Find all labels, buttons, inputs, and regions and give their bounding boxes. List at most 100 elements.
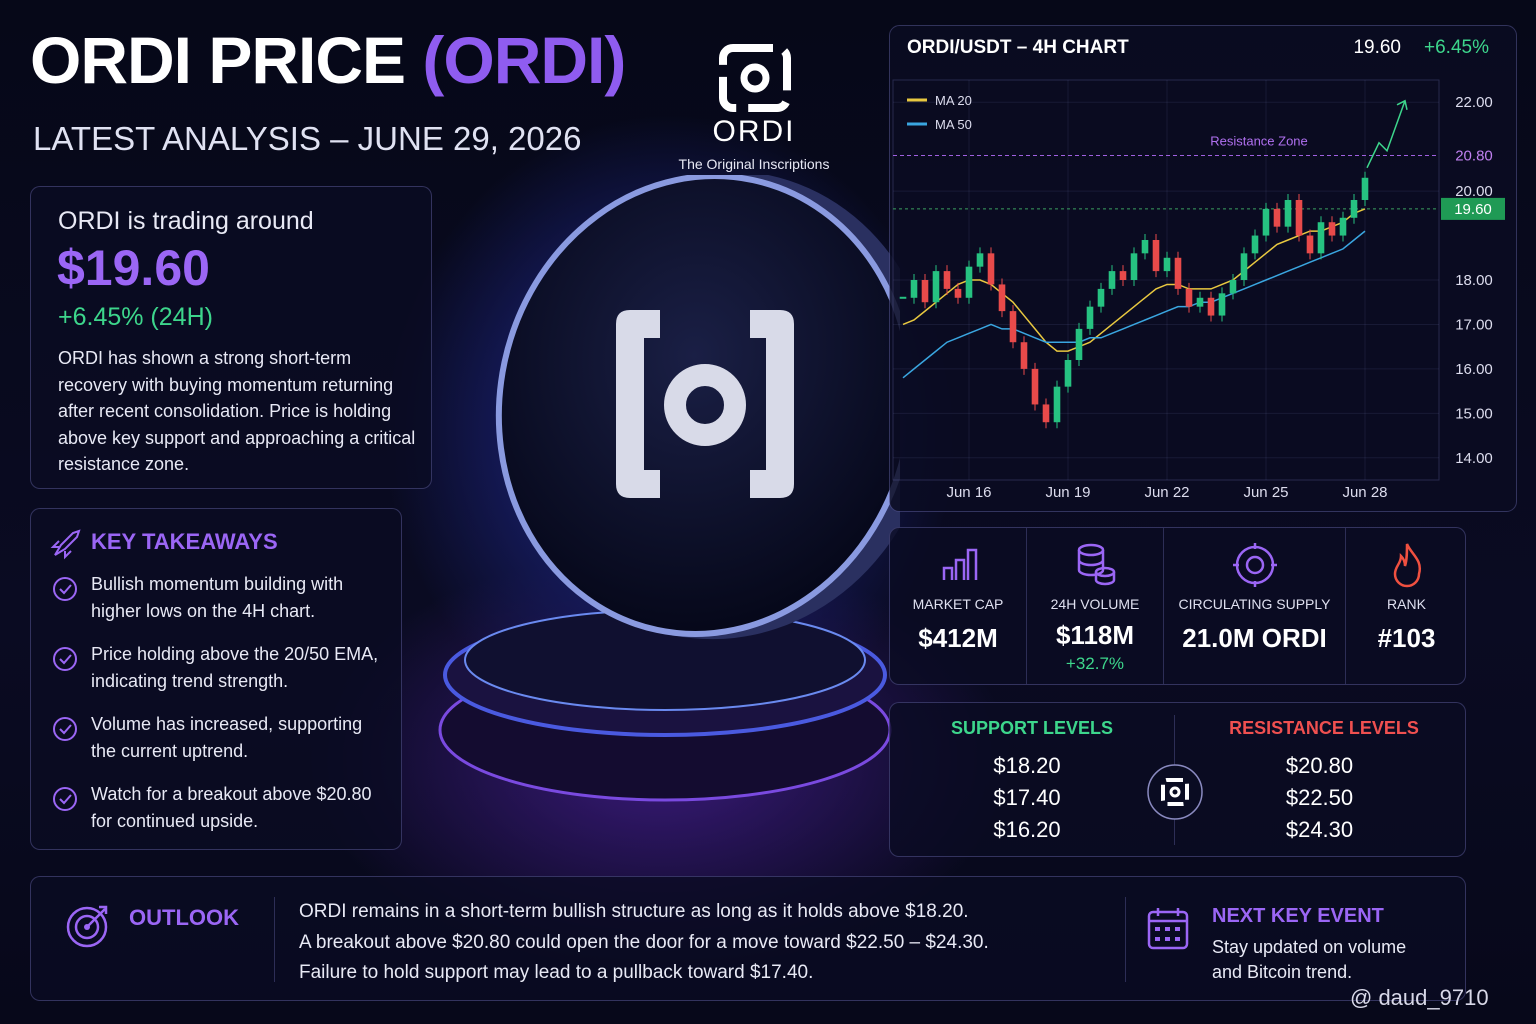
candle	[976, 253, 984, 267]
y-tick-label: 20.00	[1455, 183, 1493, 200]
candle	[1119, 271, 1127, 280]
resistance-title: RESISTANCE LEVELS	[1229, 718, 1419, 738]
candle	[1339, 217, 1347, 236]
candle	[1350, 200, 1358, 218]
price-tag-label: 19.60	[1454, 201, 1492, 218]
outlook-title: OUTLOOK	[129, 905, 239, 930]
title-accent: (ORDI)	[422, 23, 626, 97]
x-tick-label: Jun 19	[1045, 484, 1090, 501]
divider	[274, 897, 275, 982]
summary-price: $19.60	[57, 240, 210, 296]
candle	[932, 271, 940, 303]
rocket-icon	[50, 529, 81, 560]
candle	[1262, 208, 1270, 236]
coin-illustration	[438, 175, 900, 802]
resistance-text: Resistance Zone	[1210, 134, 1308, 149]
candle	[1361, 177, 1369, 200]
candle	[1097, 288, 1105, 307]
price-chart: ORDI/USDT – 4H CHART 19.60 +6.45% 14.00 1…	[889, 25, 1517, 512]
takeaway-item: Price holding above the 20/50 EMA, indic…	[91, 644, 379, 691]
candle	[1031, 368, 1039, 405]
candle	[965, 266, 973, 298]
ma-line	[902, 208, 1366, 352]
stat-value: $412M	[918, 623, 998, 653]
brand-name: ORDI	[712, 115, 796, 148]
watermark: @ daud_9710	[1350, 985, 1489, 1010]
stat-icon	[1077, 543, 1115, 586]
subtitle: LATEST ANALYSIS – JUNE 29, 2026	[33, 120, 582, 157]
candle	[1130, 253, 1138, 280]
legend-label: MA 50	[935, 117, 972, 132]
candle	[1075, 328, 1083, 360]
takeaway-item: Bullish momentum building with higher lo…	[91, 574, 344, 621]
calendar-icon	[1147, 908, 1189, 950]
stat-label: CIRCULATING SUPPLY	[1178, 596, 1331, 612]
candle	[998, 284, 1006, 312]
outlook-line: A breakout above $20.80 could open the d…	[299, 931, 989, 953]
y-tick-label: 14.00	[1455, 450, 1493, 467]
ma-line	[902, 230, 1366, 379]
stats-row: MARKET CAP $412M 24H VOLUME $118M +32.7% CIRC…	[889, 527, 1466, 685]
brand-tagline: The Original Inscriptions	[678, 156, 830, 172]
check-icon	[53, 577, 77, 601]
candle	[921, 280, 929, 303]
stat-value: $118M	[1055, 620, 1135, 650]
candle	[1163, 257, 1171, 272]
outlook-line: ORDI remains in a short-term bullish str…	[299, 901, 969, 922]
candle	[1152, 240, 1160, 272]
chart-price: 19.60	[1353, 37, 1401, 58]
stat-value: 21.0M ORDI	[1182, 623, 1327, 653]
y-tick-label: 17.00	[1455, 316, 1493, 333]
y-tick-label: 18.00	[1455, 272, 1493, 289]
stat-label: 24H VOLUME	[1050, 596, 1140, 612]
plot-area	[892, 79, 1440, 481]
stat-card: CIRCULATING SUPPLY 21.0M ORDI	[1164, 528, 1346, 684]
y-tick-label: 22.00	[1455, 94, 1493, 111]
x-tick-label: Jun 25	[1243, 484, 1288, 501]
chart-change: +6.45%	[1424, 37, 1489, 58]
chart-title: ORDI/USDT – 4H CHART	[907, 37, 1129, 58]
stat-icon	[1233, 543, 1277, 587]
outlook-line: Failure to hold support may lead to a pu…	[299, 962, 814, 983]
candle	[987, 253, 995, 285]
summary-lead: ORDI is trading around	[58, 207, 314, 235]
candle	[1284, 200, 1292, 227]
candle	[1196, 297, 1204, 307]
candle	[1185, 288, 1193, 307]
takeaway-item: Volume has increased, supporting the cur…	[91, 714, 363, 761]
summary-card: ORDI is trading around $19.60 +6.45% (24…	[30, 186, 432, 489]
candle	[1053, 386, 1061, 423]
divider	[1125, 897, 1126, 982]
x-tick-label: Jun 22	[1144, 484, 1189, 501]
candle	[1317, 222, 1325, 254]
candle	[943, 271, 951, 289]
price-tag	[1441, 197, 1505, 220]
stat-card: 24H VOLUME $118M +32.7%	[1027, 528, 1164, 684]
candle	[1295, 200, 1303, 236]
takeaways-title: KEY TAKEAWAYS	[91, 529, 278, 554]
x-tick-label: Jun 16	[946, 484, 991, 501]
stat-value: #103	[1377, 623, 1436, 653]
legend-label: MA 20	[935, 93, 972, 108]
y-tick-label: 15.00	[1455, 405, 1493, 422]
candle	[1064, 360, 1072, 387]
candle	[1273, 208, 1281, 227]
resistance-level: $24.30	[1285, 817, 1354, 842]
levels-icon	[1147, 764, 1203, 820]
candle	[1086, 306, 1094, 329]
takeaways-card: KEY TAKEAWAYS Bullish momentum building …	[30, 508, 402, 850]
check-icon	[53, 787, 77, 811]
x-tick-label: Jun 28	[1342, 484, 1387, 501]
candle	[1306, 235, 1314, 254]
stat-change: +32.7%	[1065, 654, 1125, 673]
stat-label: MARKET CAP	[912, 596, 1004, 612]
stat-icon	[1393, 543, 1421, 588]
candle	[1108, 271, 1116, 289]
resistance-level: $22.50	[1285, 785, 1354, 810]
candle	[899, 296, 907, 299]
chart-frame	[889, 25, 1517, 512]
support-level: $16.20	[993, 817, 1061, 842]
stat-icon	[942, 548, 977, 580]
candle	[910, 280, 918, 298]
